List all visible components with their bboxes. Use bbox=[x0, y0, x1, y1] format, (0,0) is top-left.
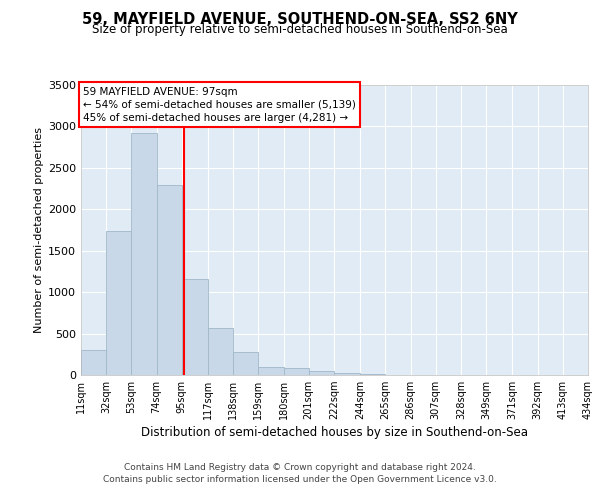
Bar bbox=[106, 231, 131, 375]
Bar bbox=[182, 279, 208, 375]
Bar bbox=[309, 371, 334, 375]
Bar bbox=[81, 350, 106, 375]
X-axis label: Distribution of semi-detached houses by size in Southend-on-Sea: Distribution of semi-detached houses by … bbox=[141, 426, 528, 440]
Bar bbox=[208, 328, 233, 375]
Text: Contains HM Land Registry data © Crown copyright and database right 2024.: Contains HM Land Registry data © Crown c… bbox=[124, 464, 476, 472]
Bar bbox=[259, 366, 284, 375]
Bar bbox=[360, 374, 385, 375]
Text: 59 MAYFIELD AVENUE: 97sqm
← 54% of semi-detached houses are smaller (5,139)
45% : 59 MAYFIELD AVENUE: 97sqm ← 54% of semi-… bbox=[83, 86, 356, 123]
Bar bbox=[233, 352, 259, 375]
Text: Size of property relative to semi-detached houses in Southend-on-Sea: Size of property relative to semi-detach… bbox=[92, 22, 508, 36]
Y-axis label: Number of semi-detached properties: Number of semi-detached properties bbox=[34, 127, 44, 333]
Bar bbox=[334, 372, 360, 375]
Bar bbox=[131, 133, 157, 375]
Bar bbox=[284, 368, 309, 375]
Bar bbox=[157, 186, 182, 375]
Text: Contains public sector information licensed under the Open Government Licence v3: Contains public sector information licen… bbox=[103, 474, 497, 484]
Text: 59, MAYFIELD AVENUE, SOUTHEND-ON-SEA, SS2 6NY: 59, MAYFIELD AVENUE, SOUTHEND-ON-SEA, SS… bbox=[82, 12, 518, 28]
